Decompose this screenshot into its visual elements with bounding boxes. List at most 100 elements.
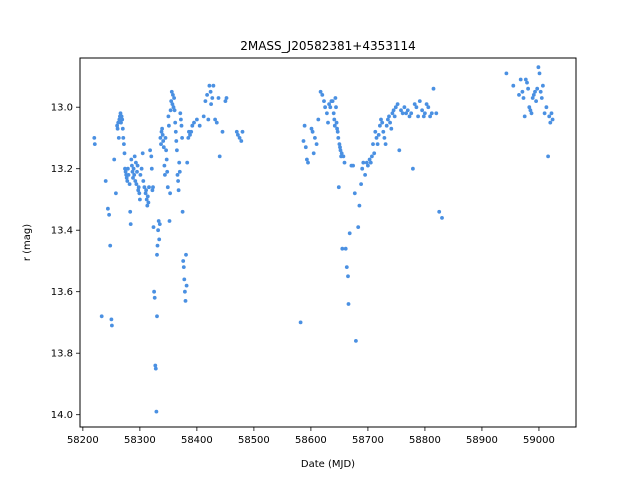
data-point xyxy=(316,117,321,122)
data-point xyxy=(335,129,340,134)
data-point xyxy=(159,129,164,134)
data-point xyxy=(332,117,337,122)
data-point xyxy=(327,102,331,106)
data-point xyxy=(546,154,550,159)
data-point xyxy=(188,133,192,137)
data-point xyxy=(182,277,187,282)
data-point xyxy=(382,136,387,140)
data-point xyxy=(116,136,121,140)
data-point xyxy=(146,200,151,205)
data-point xyxy=(504,71,509,76)
data-point xyxy=(341,154,346,159)
data-point xyxy=(177,160,182,165)
data-point xyxy=(301,139,306,143)
data-point xyxy=(153,363,158,368)
data-point xyxy=(167,123,171,128)
data-point xyxy=(523,77,528,82)
data-point xyxy=(128,222,133,227)
data-point xyxy=(423,111,427,116)
data-point xyxy=(392,114,397,119)
data-point xyxy=(414,105,419,110)
data-point xyxy=(131,176,135,180)
data-point xyxy=(420,108,424,113)
data-point xyxy=(115,123,119,128)
data-point xyxy=(547,114,552,119)
data-point xyxy=(223,99,228,103)
data-point xyxy=(411,166,415,171)
data-point xyxy=(181,259,186,263)
data-point xyxy=(192,120,196,125)
data-point xyxy=(391,108,396,113)
data-point xyxy=(326,120,330,125)
data-point xyxy=(311,151,316,156)
data-point xyxy=(371,142,375,147)
y-tick-label: 13.0 xyxy=(51,103,73,114)
data-point xyxy=(298,320,303,325)
data-point xyxy=(237,136,242,140)
data-point xyxy=(346,274,350,279)
data-point xyxy=(119,114,124,119)
data-point xyxy=(177,169,182,174)
data-point xyxy=(397,148,402,153)
data-point xyxy=(531,93,536,97)
data-point xyxy=(322,99,326,103)
data-point xyxy=(347,231,352,236)
data-point xyxy=(190,123,195,128)
data-point xyxy=(372,151,377,156)
data-point xyxy=(117,117,122,122)
data-point xyxy=(160,126,165,131)
data-point xyxy=(368,160,373,165)
y-tick-label: 13.8 xyxy=(51,349,73,360)
data-point xyxy=(370,154,374,159)
data-point xyxy=(116,120,121,125)
data-point xyxy=(380,120,385,125)
data-point xyxy=(184,283,189,288)
data-point xyxy=(138,173,143,177)
data-point xyxy=(118,111,123,116)
data-point xyxy=(183,289,187,294)
data-point xyxy=(537,71,542,76)
data-point xyxy=(157,237,162,242)
data-point xyxy=(383,142,388,147)
data-point xyxy=(130,163,134,168)
data-point xyxy=(352,191,357,196)
data-point xyxy=(550,117,555,122)
data-point xyxy=(378,123,382,128)
data-point xyxy=(145,194,150,199)
data-point xyxy=(374,136,379,140)
data-point xyxy=(395,102,400,106)
data-point xyxy=(522,114,527,119)
chart-title: 2MASS_J20582381+4353114 xyxy=(240,39,416,53)
data-point xyxy=(538,89,543,94)
data-point xyxy=(390,111,395,116)
data-point xyxy=(373,129,378,134)
data-point xyxy=(434,111,439,116)
data-point xyxy=(224,96,229,100)
x-axis-label: Date (MJD) xyxy=(301,459,355,470)
data-point xyxy=(528,108,533,113)
data-point xyxy=(164,157,169,162)
data-point xyxy=(140,151,145,156)
data-point xyxy=(175,148,179,153)
data-point xyxy=(334,105,338,110)
data-point xyxy=(333,96,338,100)
data-point xyxy=(209,102,214,106)
data-point xyxy=(155,314,159,319)
data-point xyxy=(170,102,175,106)
data-point xyxy=(189,129,194,134)
data-point xyxy=(437,209,442,214)
data-point xyxy=(139,166,144,171)
data-point xyxy=(529,111,534,116)
data-point xyxy=(525,80,529,85)
data-point xyxy=(331,111,336,116)
data-point xyxy=(155,252,159,257)
data-point xyxy=(236,133,240,137)
data-point xyxy=(359,182,363,187)
data-point xyxy=(181,265,186,269)
data-point xyxy=(135,169,139,174)
data-point xyxy=(151,185,155,190)
data-point xyxy=(163,173,167,177)
data-point xyxy=(169,89,174,94)
data-point xyxy=(367,157,372,162)
